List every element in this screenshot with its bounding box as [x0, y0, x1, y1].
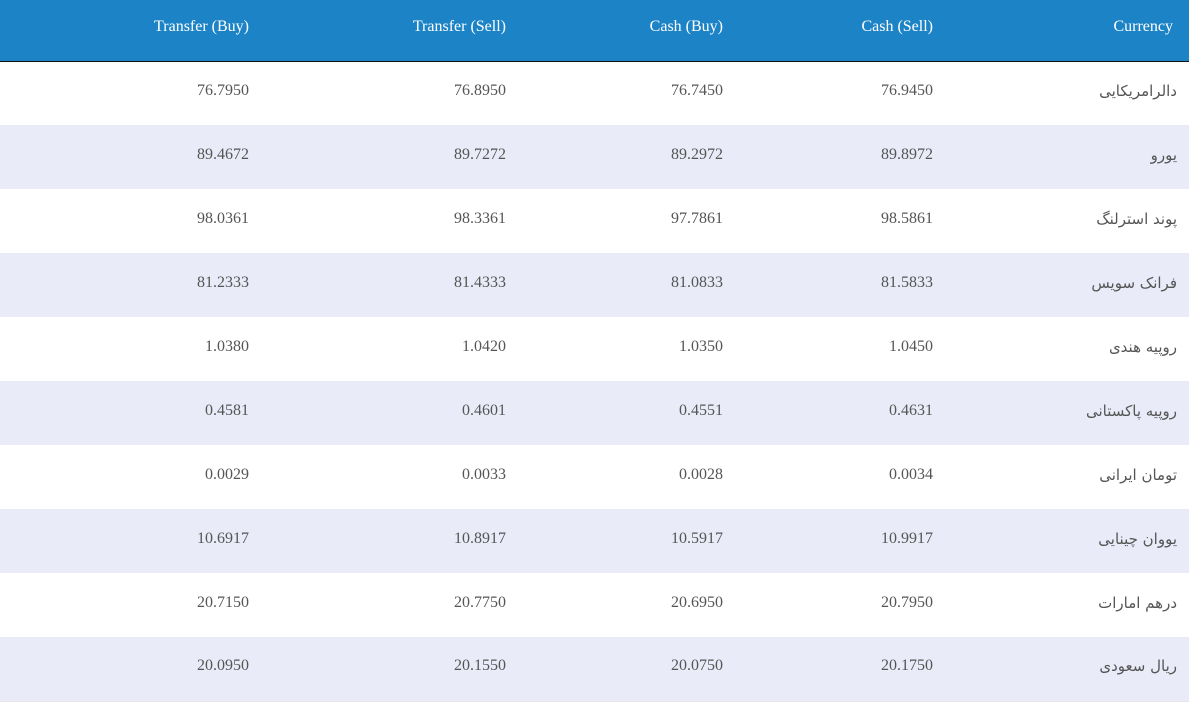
transfer-buy-cell: 10.6917 — [197, 529, 249, 547]
header-transfer-sell: Transfer (Sell) — [265, 0, 522, 62]
transfer-buy-cell: 0.4581 — [205, 401, 249, 419]
table-body: 76.7950 76.8950 76.7450 76.9450 دالرامری… — [0, 61, 1189, 702]
transfer-sell-cell: 98.3361 — [454, 209, 506, 227]
table-row: 20.0950 20.1550 20.0750 20.1750 ریال سعو… — [0, 637, 1189, 702]
currency-name-cell: یووان چینایی — [1098, 529, 1177, 548]
cash-buy-cell: 0.0028 — [679, 465, 723, 483]
header-row: Transfer (Buy) Transfer (Sell) Cash (Buy… — [0, 0, 1189, 62]
cash-sell-cell: 81.5833 — [881, 273, 933, 291]
cash-buy-cell: 97.7861 — [671, 209, 723, 227]
table-row: 0.4581 0.4601 0.4551 0.4631 روپیه پاکستا… — [0, 381, 1189, 445]
transfer-sell-cell: 10.8917 — [454, 529, 506, 547]
table-row: 0.0029 0.0033 0.0028 0.0034 تومان ایرانی — [0, 445, 1189, 509]
header-cash-sell: Cash (Sell) — [739, 0, 949, 62]
cash-buy-cell: 20.0750 — [522, 637, 739, 702]
cash-sell-cell: 20.7950 — [881, 593, 933, 611]
transfer-buy-cell: 76.7950 — [197, 81, 249, 99]
cash-buy-cell: 1.0350 — [679, 337, 723, 355]
transfer-sell-cell: 89.7272 — [454, 145, 506, 163]
transfer-sell-cell: 20.7750 — [454, 593, 506, 611]
cash-sell-cell: 76.9450 — [881, 81, 933, 99]
transfer-sell-cell: 0.4601 — [462, 401, 506, 419]
currency-name-cell: فرانک سویس — [1091, 273, 1177, 292]
cash-sell-cell: 10.9917 — [881, 529, 933, 547]
transfer-sell-cell: 76.8950 — [454, 81, 506, 99]
transfer-buy-cell: 89.4672 — [197, 145, 249, 163]
transfer-sell-cell: 81.4333 — [454, 273, 506, 291]
table-row: 1.0380 1.0420 1.0350 1.0450 روپیه هندی — [0, 317, 1189, 381]
header-cash-buy: Cash (Buy) — [522, 0, 739, 62]
transfer-buy-cell: 0.0029 — [205, 465, 249, 483]
cash-buy-cell: 20.6950 — [671, 593, 723, 611]
table-row: 81.2333 81.4333 81.0833 81.5833 فرانک سو… — [0, 253, 1189, 317]
currency-name-cell: روپیه هندی — [1108, 337, 1177, 356]
cash-sell-cell: 0.0034 — [889, 465, 933, 483]
table-row: 20.7150 20.7750 20.6950 20.7950 درهم اما… — [0, 573, 1189, 637]
currency-name-cell: ریال سعودی — [949, 637, 1189, 702]
cash-buy-cell: 0.4551 — [679, 401, 723, 419]
cash-sell-cell: 98.5861 — [881, 209, 933, 227]
currency-name-cell: پوند استرلنگ — [1096, 209, 1177, 228]
table-row: 10.6917 10.8917 10.5917 10.9917 یووان چی… — [0, 509, 1189, 573]
currency-name-cell: درهم امارات — [1098, 593, 1177, 612]
currency-name-cell: یورو — [1150, 145, 1177, 164]
cash-sell-cell: 1.0450 — [889, 337, 933, 355]
cash-sell-cell: 89.8972 — [881, 145, 933, 163]
currency-name-cell: دالرامریکایی — [1099, 81, 1177, 100]
table-row: 89.4672 89.7272 89.2972 89.8972 یورو — [0, 125, 1189, 189]
cash-buy-cell: 89.2972 — [671, 145, 723, 163]
transfer-buy-cell: 1.0380 — [205, 337, 249, 355]
transfer-sell-cell: 20.1550 — [265, 637, 522, 702]
cash-buy-cell: 76.7450 — [671, 81, 723, 99]
cash-buy-cell: 10.5917 — [671, 529, 723, 547]
transfer-sell-cell: 0.0033 — [462, 465, 506, 483]
currency-name-cell: روپیه پاکستانی — [1085, 401, 1177, 420]
cash-sell-cell: 20.1750 — [739, 637, 949, 702]
transfer-buy-cell: 20.0950 — [0, 637, 265, 702]
cash-buy-cell: 81.0833 — [671, 273, 723, 291]
transfer-buy-cell: 20.7150 — [197, 593, 249, 611]
transfer-sell-cell: 1.0420 — [462, 337, 506, 355]
transfer-buy-cell: 81.2333 — [197, 273, 249, 291]
currency-name-cell: تومان ایرانی — [1099, 465, 1177, 484]
transfer-buy-cell: 98.0361 — [197, 209, 249, 227]
table-row: 98.0361 98.3361 97.7861 98.5861 پوند است… — [0, 189, 1189, 253]
header-currency: Currency — [949, 0, 1189, 62]
table-header: Transfer (Buy) Transfer (Sell) Cash (Buy… — [0, 0, 1189, 62]
cash-sell-cell: 0.4631 — [889, 401, 933, 419]
header-transfer-buy: Transfer (Buy) — [0, 0, 265, 62]
table-row: 76.7950 76.8950 76.7450 76.9450 دالرامری… — [0, 61, 1189, 125]
